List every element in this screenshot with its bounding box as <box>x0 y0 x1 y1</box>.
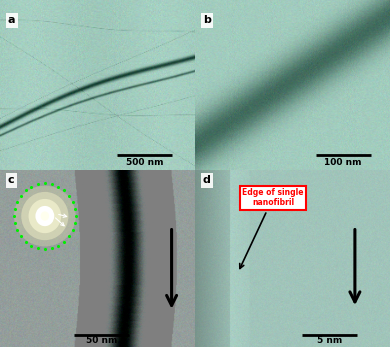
Text: a: a <box>8 15 15 25</box>
Text: 100 nm: 100 nm <box>324 158 362 167</box>
Text: 50 nm: 50 nm <box>86 337 117 346</box>
Text: b: b <box>203 15 211 25</box>
Text: c: c <box>8 175 14 185</box>
Text: 500 nm: 500 nm <box>126 158 163 167</box>
Text: 5 nm: 5 nm <box>317 337 342 346</box>
Text: d: d <box>203 175 211 185</box>
Text: Edge of single
nanofibril: Edge of single nanofibril <box>240 188 304 269</box>
